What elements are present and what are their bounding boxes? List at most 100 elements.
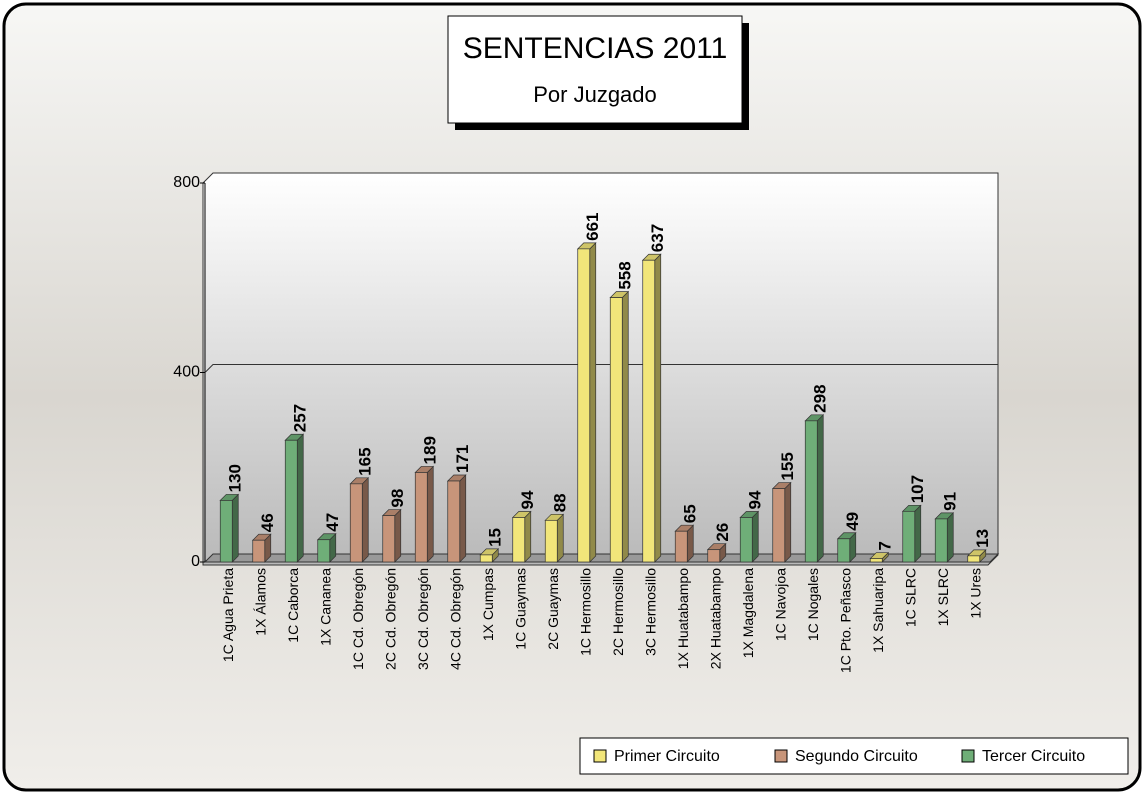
bar xyxy=(448,481,460,562)
legend-label: Primer Circuito xyxy=(614,748,720,765)
bar xyxy=(578,249,590,562)
data-label: 15 xyxy=(486,528,505,547)
data-label: 94 xyxy=(746,490,765,509)
legend-swatch xyxy=(962,750,974,762)
bar-side xyxy=(590,243,596,562)
data-label: 661 xyxy=(583,212,602,240)
data-label: 298 xyxy=(811,384,830,412)
data-label: 257 xyxy=(291,404,310,432)
bar-side xyxy=(395,510,401,562)
bar xyxy=(708,550,720,562)
bar-side xyxy=(752,511,758,562)
bar-side xyxy=(557,514,563,562)
bar xyxy=(220,500,232,562)
data-label: 558 xyxy=(616,261,635,289)
bar xyxy=(253,540,265,562)
data-label: 26 xyxy=(713,523,732,542)
x-tick-label: 3C Cd. Obregón xyxy=(415,568,431,670)
legend: Primer Circuito Segundo Circuito Tercer Ci… xyxy=(580,738,1128,774)
bar-side xyxy=(297,434,303,562)
bar-side xyxy=(915,505,921,562)
bar-side xyxy=(622,292,628,562)
bar-side xyxy=(655,254,661,562)
bar-side xyxy=(947,513,953,562)
bar xyxy=(643,260,655,562)
bar xyxy=(903,511,915,562)
bar xyxy=(513,517,525,562)
bar xyxy=(838,539,850,562)
legend-label: Tercer Circuito xyxy=(982,748,1085,765)
chart-subtitle: Por Juzgado xyxy=(533,82,657,107)
data-label: 7 xyxy=(876,541,895,550)
x-tick-label: 1C Nogales xyxy=(805,568,821,641)
x-tick-label: 1C Guaymas xyxy=(512,568,528,650)
bar-side xyxy=(460,475,466,562)
chart: SENTENCIAS 2011 Por Juzgado Primer Circu… xyxy=(0,0,1145,796)
x-tick-label: 1X Huatabampo xyxy=(675,568,691,669)
x-tick-label: 1X Magdalena xyxy=(740,568,756,659)
x-tick-label: 1C Hermosillo xyxy=(577,568,593,656)
x-tick-label: 1C Cd. Obregón xyxy=(350,568,366,670)
bar xyxy=(675,531,687,562)
data-label: 94 xyxy=(518,490,537,509)
bar xyxy=(285,440,297,562)
x-tick-label: 2C Guaymas xyxy=(545,568,561,650)
bar xyxy=(610,298,622,562)
bar xyxy=(870,559,882,562)
bar xyxy=(740,517,752,562)
x-tick-label: 1C Navojoa xyxy=(772,568,788,641)
data-label: 65 xyxy=(681,504,700,523)
bar-side xyxy=(362,478,368,562)
x-tick-label: 1X Sahuaripa xyxy=(870,568,886,653)
bar-side xyxy=(525,511,531,562)
bar-side xyxy=(817,415,823,562)
x-tick-label: 4C Cd. Obregón xyxy=(447,568,463,670)
x-tick-label: 2C Cd. Obregón xyxy=(382,568,398,670)
legend-swatch xyxy=(594,750,606,762)
bar xyxy=(805,421,817,562)
x-tick-label: 1C SLRC xyxy=(902,568,918,627)
data-label: 98 xyxy=(388,489,407,508)
x-tick-label: 1C Caborca xyxy=(285,568,301,643)
data-label: 49 xyxy=(843,512,862,531)
x-tick-label: 1X Cananea xyxy=(317,568,333,646)
x-tick-label: 3C Hermosillo xyxy=(642,568,658,656)
data-label: 47 xyxy=(323,513,342,532)
data-label: 155 xyxy=(778,452,797,480)
bar xyxy=(968,556,980,562)
x-tick-label: 1C Pto. Peñasco xyxy=(837,568,853,673)
legend-label: Segundo Circuito xyxy=(795,748,918,765)
bar xyxy=(545,520,557,562)
data-label: 13 xyxy=(973,529,992,548)
bar xyxy=(383,516,395,562)
data-label: 88 xyxy=(551,493,570,512)
y-tick-label: 0 xyxy=(191,553,200,570)
bar xyxy=(415,472,427,562)
data-label: 171 xyxy=(453,445,472,473)
data-label: 165 xyxy=(356,447,375,475)
bar-side xyxy=(785,483,791,562)
x-tick-label: 1X Ures xyxy=(967,568,983,619)
data-label: 46 xyxy=(258,513,277,532)
bar-side xyxy=(232,494,238,562)
data-label: 130 xyxy=(226,464,245,492)
bar xyxy=(773,489,785,562)
x-tick-label: 2X Huatabampo xyxy=(707,568,723,669)
bar-side xyxy=(427,466,433,562)
x-tick-label: 1C Agua Prieta xyxy=(220,568,236,662)
bar xyxy=(480,555,492,562)
data-label: 91 xyxy=(941,492,960,511)
legend-swatch xyxy=(775,750,787,762)
x-tick-label: 1X Álamos xyxy=(252,568,268,636)
data-label: 637 xyxy=(648,224,667,252)
x-tick-label: 2C Hermosillo xyxy=(610,568,626,656)
bar xyxy=(935,519,947,562)
y-tick-label: 800 xyxy=(173,174,200,191)
x-tick-label: 1X Cumpas xyxy=(480,568,496,641)
data-label: 189 xyxy=(421,436,440,464)
data-label: 107 xyxy=(908,475,927,503)
x-tick-label: 1X SLRC xyxy=(935,568,951,626)
bar xyxy=(318,540,330,562)
y-tick-label: 400 xyxy=(173,364,200,381)
bar xyxy=(350,484,362,562)
